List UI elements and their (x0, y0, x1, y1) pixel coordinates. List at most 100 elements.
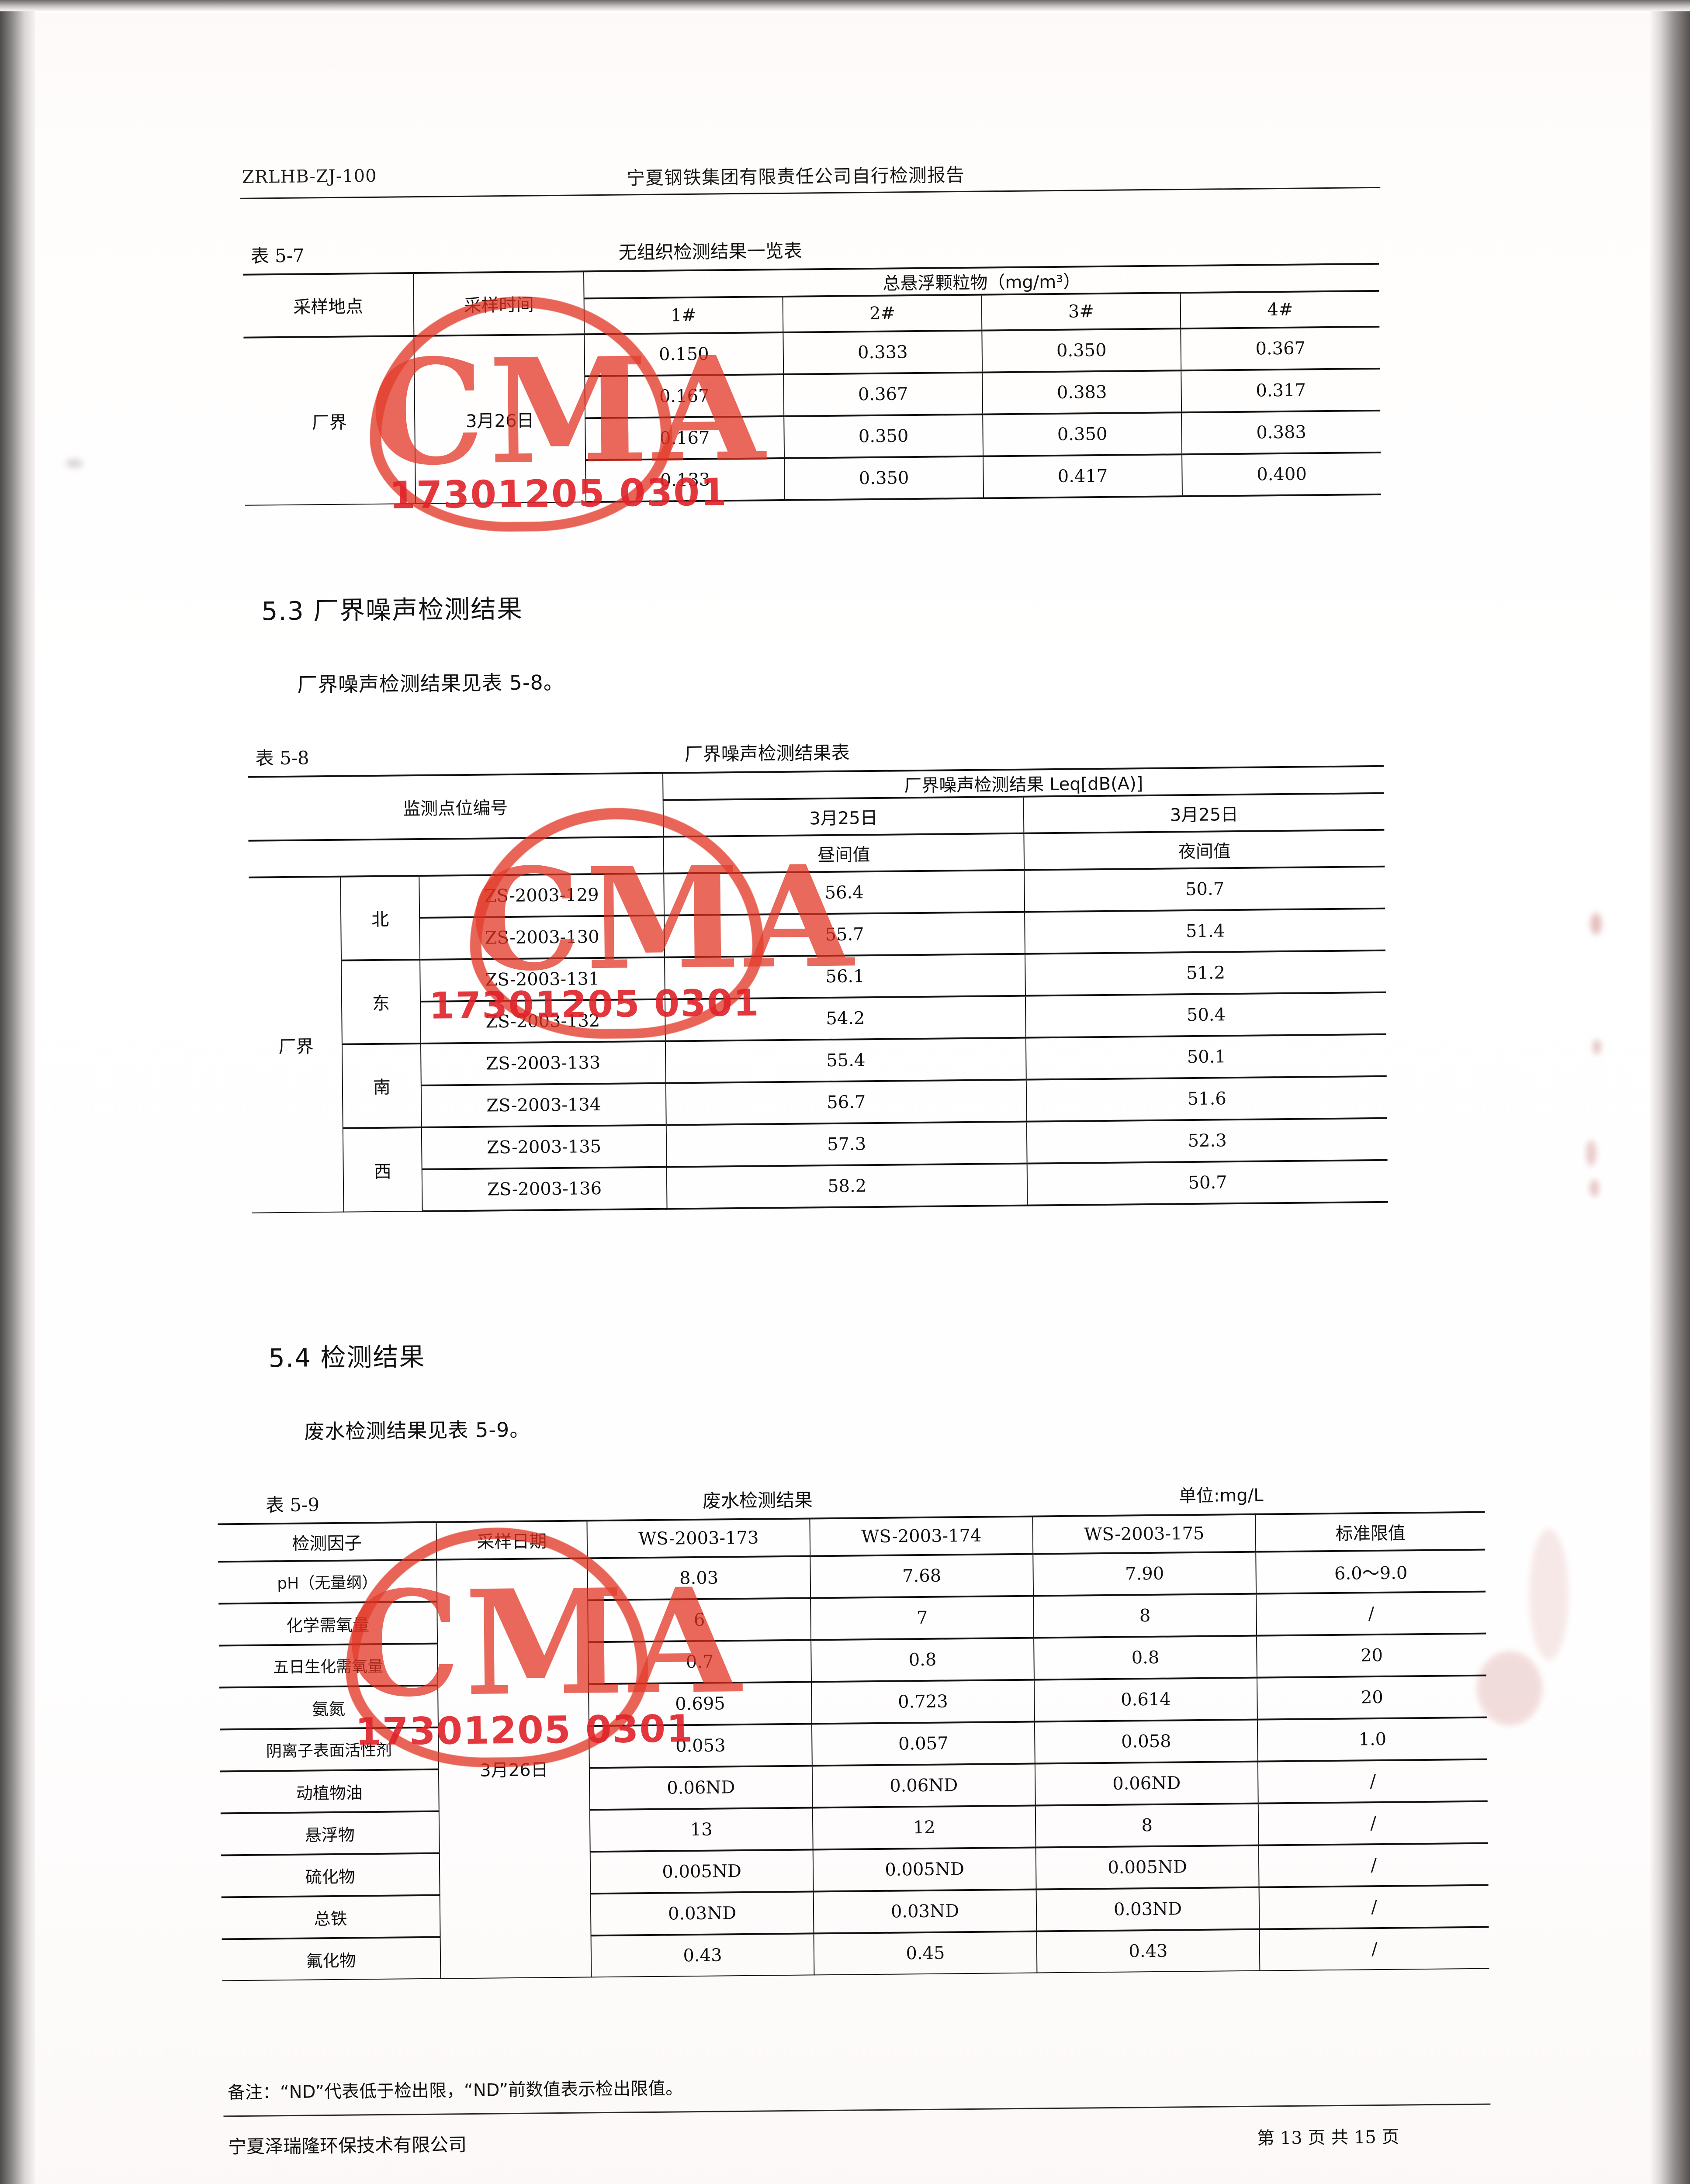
table-5-9-title: 废水检测结果 (702, 1489, 813, 1512)
cell-tsp: 0.383 (982, 370, 1182, 415)
cell-value-174: 0.03ND (813, 1889, 1037, 1934)
footer-page-number: 第 13 页 共 15 页 (1257, 2127, 1399, 2149)
cell-value-174: 0.45 (814, 1931, 1037, 1975)
cell-tsp: 0.133 (585, 458, 785, 502)
cell-limit: / (1256, 1591, 1486, 1636)
cell-tsp: 0.333 (783, 330, 983, 374)
cell-tsp: 0.167 (585, 416, 785, 460)
cell-value-175: 0.43 (1036, 1929, 1260, 1973)
cell-value-173: 0.03ND (590, 1891, 814, 1936)
cell-limit: 6.0～9.0 (1256, 1549, 1486, 1594)
cell-tsp: 0.350 (784, 456, 984, 500)
table-5-8: 监测点位编号 厂界噪声检测结果 Leq[dB(A)] 3月25日 3月25日 昼… (248, 765, 1388, 1214)
cell-tsp: 0.400 (1182, 452, 1381, 497)
cell-point-id: ZS-2003-132 (420, 999, 665, 1044)
cell-sampling-date: 3月26日 (436, 1558, 592, 1979)
th-nighttime-value: 夜间值 (1024, 829, 1385, 870)
table-5-7: 采样地点 采样时间 总悬浮颗粒物（mg/m³） 1# 2# 3# 4# 厂界 3… (243, 263, 1381, 506)
cell-value-173: 13 (589, 1807, 813, 1852)
cell-value-173: 0.06ND (589, 1766, 813, 1810)
header-rule (240, 187, 1381, 199)
section-5-3-heading: 5.3 厂界噪声检测结果 (261, 594, 523, 626)
cell-night-value: 50.1 (1025, 1034, 1387, 1080)
cell-point-id: ZS-2003-133 (420, 1041, 666, 1085)
section-5-3-paragraph: 厂界噪声检测结果见表 5-8。 (297, 670, 564, 697)
cell-factor: 阴离子表面活性剂 (219, 1727, 439, 1772)
cell-tsp: 0.350 (784, 414, 984, 458)
cell-day-value: 58.2 (666, 1163, 1028, 1209)
th-blank-spacer (248, 836, 664, 878)
cell-tsp: 0.350 (983, 412, 1182, 456)
table-5-9-unit: 单位:mg/L (1178, 1485, 1264, 1507)
table-5-7-title: 无组织检测结果一览表 (618, 240, 802, 263)
doc-code: ZRLHB-ZJ-100 (242, 166, 377, 187)
cell-night-value: 51.4 (1025, 908, 1386, 954)
cell-value-173: 0.7 (588, 1640, 812, 1684)
cell-value-175: 0.005ND (1035, 1845, 1259, 1890)
cell-value-174: 0.005ND (813, 1847, 1036, 1892)
cell-value-173: 0.43 (591, 1933, 814, 1977)
cell-factor: pH（无量纲） (218, 1559, 437, 1604)
cell-factor: 五日生化需氧量 (219, 1643, 438, 1688)
doc-title: 宁夏钢铁集团有限责任公司自行检测报告 (626, 164, 965, 189)
scan-edge-top (0, 0, 1690, 11)
cell-time: 3月26日 (414, 334, 586, 504)
cell-factor: 总铁 (221, 1895, 440, 1939)
cell-value-174: 0.723 (811, 1679, 1035, 1724)
th-date-night: 3月25日 (1023, 793, 1385, 833)
th-point-2: 2# (783, 294, 982, 332)
cell-night-value: 51.6 (1026, 1076, 1387, 1122)
cell-value-175: 0.06ND (1035, 1761, 1258, 1806)
cell-limit: / (1258, 1843, 1489, 1887)
cell-day-value: 56.1 (665, 954, 1025, 999)
cell-night-value: 50.7 (1024, 866, 1385, 912)
cell-value-174: 7.68 (810, 1554, 1034, 1598)
cell-value-175: 7.90 (1033, 1552, 1257, 1596)
cell-value-175: 8 (1035, 1803, 1259, 1848)
th-point-3: 3# (981, 293, 1181, 331)
scan-edge-right (1650, 0, 1690, 2184)
cell-day-value: 56.4 (664, 870, 1025, 916)
cell-value-174: 0.057 (811, 1721, 1035, 1766)
footer-rule (223, 2103, 1491, 2117)
cell-site: 厂界 (243, 336, 416, 505)
table-5-9-block: 表 5-9 废水检测结果 单位:mg/L 检测因子 采样日期 WS-2003-1… (218, 1479, 1489, 1981)
cell-value-173: 0.005ND (590, 1849, 814, 1894)
cell-value-173: 0.695 (589, 1682, 812, 1726)
cell-tsp: 0.350 (982, 328, 1181, 373)
running-header: ZRLHB-ZJ-100 宁夏钢铁集团有限责任公司自行检测报告 (242, 156, 1378, 189)
th-date-day: 3月25日 (663, 796, 1024, 837)
th-point-4: 4# (1180, 290, 1380, 329)
th-sampling-date: 采样日期 (436, 1521, 588, 1560)
cell-factor: 硫化物 (221, 1853, 440, 1897)
table-5-9: 检测因子 采样日期 WS-2003-173 WS-2003-174 WS-200… (218, 1511, 1489, 1981)
cell-night-value: 51.2 (1025, 950, 1386, 996)
cell-day-value: 56.7 (665, 1079, 1027, 1125)
th-sample-175: WS-2003-175 (1032, 1514, 1256, 1554)
cell-point-id: ZS-2003-136 (422, 1167, 667, 1211)
th-standard-limit: 标准限值 (1255, 1512, 1486, 1552)
cell-day-value: 55.4 (665, 1037, 1026, 1083)
cell-value-175: 0.614 (1034, 1677, 1257, 1722)
footer-company: 宁夏泽瑞隆环保技术有限公司 (228, 2134, 467, 2158)
table-5-7-block: 表 5-7 无组织检测结果一览表 采样地点 采样时间 总悬浮颗粒物（mg/m³）… (242, 231, 1381, 506)
th-point-1: 1# (584, 296, 783, 335)
cell-tsp: 0.417 (983, 454, 1182, 498)
cell-value-174: 0.06ND (812, 1763, 1035, 1808)
table-5-8-number: 表 5-8 (255, 747, 309, 769)
cell-value-175: 0.8 (1034, 1635, 1257, 1680)
cell-value-173: 0.053 (589, 1724, 812, 1768)
section-5-4-paragraph: 废水检测结果见表 5-9。 (304, 1417, 530, 1444)
cell-direction: 西 (343, 1127, 422, 1212)
cell-point-id: ZS-2003-130 (419, 915, 665, 960)
cell-limit: / (1258, 1801, 1488, 1845)
cell-factor: 悬浮物 (220, 1811, 440, 1856)
cell-day-value: 54.2 (665, 995, 1026, 1041)
cell-night-value: 52.3 (1026, 1118, 1388, 1164)
cell-point-id: ZS-2003-135 (421, 1125, 667, 1169)
cell-value-174: 12 (812, 1805, 1036, 1850)
table-5-8-block: 表 5-8 厂界噪声检测结果表 监测点位编号 厂界噪声检测结果 Leq[dB(A… (247, 733, 1388, 1214)
th-sampling-time: 采样时间 (413, 271, 585, 336)
table-5-9-note: 备注：“ND”代表低于检出限，“ND”前数值表示检出限值。 (227, 2078, 683, 2103)
